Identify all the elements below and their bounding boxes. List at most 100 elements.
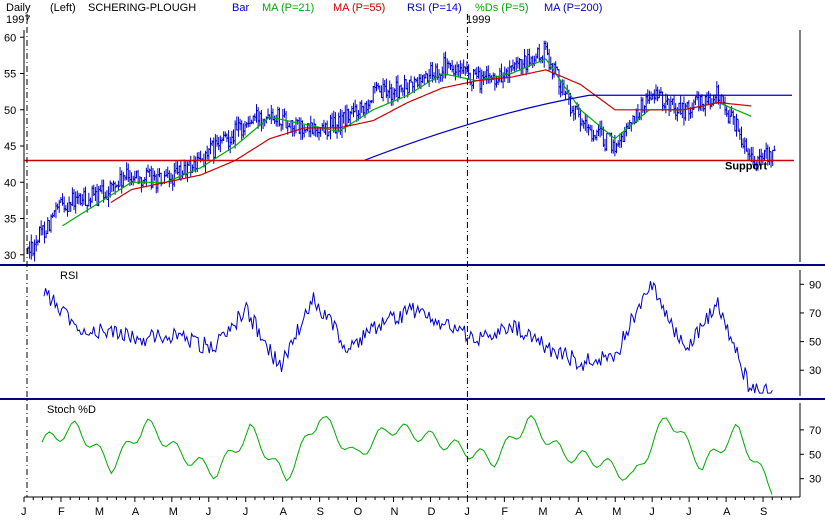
price-bar	[116, 180, 120, 191]
price-tick-label-3: 45	[4, 141, 16, 153]
price-bar	[243, 121, 247, 136]
price-bar	[534, 53, 538, 63]
price-bar	[366, 99, 370, 113]
price-bar	[158, 168, 162, 178]
price-bar	[764, 142, 768, 159]
price-bar	[659, 86, 663, 95]
x-tick-label-7: A	[280, 506, 288, 518]
price-bar	[210, 140, 214, 147]
price-bar	[156, 168, 160, 193]
price-bar	[28, 241, 32, 259]
price-bar	[126, 163, 130, 183]
x-tick-label-11: D	[427, 506, 435, 518]
price-bar	[731, 110, 735, 125]
price-bar	[483, 70, 487, 80]
price-bar	[582, 120, 586, 129]
price-bar	[169, 172, 173, 184]
price-bar	[486, 65, 490, 84]
legend-entry-1: MA (P=21)	[262, 2, 314, 14]
price-bar	[325, 120, 329, 140]
price-bar	[189, 155, 193, 177]
price-bar	[110, 182, 114, 193]
price-bar	[223, 131, 227, 138]
price-bar	[312, 118, 316, 136]
x-tick-label-20: S	[760, 506, 767, 518]
price-bar	[399, 84, 403, 93]
price-bar	[682, 96, 686, 126]
price-bar	[531, 55, 535, 68]
legend-entry-3: RSI (P=14)	[407, 2, 462, 14]
price-bar	[526, 48, 530, 73]
price-bar	[381, 78, 385, 102]
price-bar	[121, 171, 125, 189]
price-bar	[111, 180, 115, 192]
price-bar	[131, 175, 135, 186]
price-bar	[84, 186, 88, 207]
price-bar	[391, 87, 395, 106]
price-bar	[205, 145, 209, 160]
price-bar	[273, 115, 277, 124]
price-bar	[455, 61, 459, 76]
price-tick-label-0: 60	[4, 32, 16, 44]
price-bar	[172, 162, 176, 187]
price-bar	[65, 202, 69, 217]
price-bar	[470, 81, 474, 92]
rsi-tick-label-1: 70	[809, 308, 821, 320]
legend-entry-4: %Ds (P=5)	[475, 2, 529, 14]
rsi-tick-label-0: 90	[809, 279, 821, 291]
price-bar	[527, 48, 531, 67]
price-tick-label-5: 35	[4, 214, 16, 226]
x-tick-label-2: M	[95, 506, 104, 518]
price-bar	[762, 149, 766, 161]
price-bar	[120, 170, 124, 194]
price-bar	[269, 104, 273, 125]
price-bar	[748, 148, 752, 161]
price-bar	[54, 202, 58, 219]
header-scale-side: (Left)	[50, 2, 76, 14]
price-bar	[88, 197, 92, 208]
price-bar	[573, 105, 577, 120]
legend-entry-2: MA (P=55)	[333, 2, 385, 14]
price-bar	[733, 116, 737, 132]
x-tick-label-1: F	[58, 506, 65, 518]
price-bar	[255, 104, 259, 123]
price-bar	[228, 136, 232, 154]
price-bar	[598, 120, 602, 138]
price-bar	[77, 192, 81, 205]
price-bar	[542, 40, 546, 68]
rsi-tick-label-2: 50	[809, 337, 821, 349]
x-tick-label-14: M	[538, 506, 547, 518]
price-bar	[69, 201, 73, 212]
price-tick-label-6: 30	[4, 250, 16, 262]
price-bar	[665, 94, 669, 105]
price-bar	[284, 110, 288, 129]
legend: Bar MA (P=21) MA (P=55) RSI (P=14) %Ds (P=5)…	[232, 2, 602, 14]
price-bar	[743, 137, 747, 154]
price-bar	[417, 73, 421, 88]
stoch-tick-label-2: 30	[809, 474, 821, 486]
x-tick-label-8: S	[317, 506, 324, 518]
x-tick-label-16: M	[612, 506, 621, 518]
price-bar	[171, 174, 175, 191]
price-bar	[621, 132, 625, 143]
price-bar	[427, 68, 431, 87]
header-symbol: SCHERING-PLOUGH	[88, 2, 196, 14]
x-tick-label-15: A	[575, 506, 583, 518]
price-bar	[472, 68, 476, 89]
price-bar	[715, 81, 719, 104]
price-bar	[587, 124, 591, 136]
x-tick-label-19: A	[723, 506, 731, 518]
price-bar	[217, 137, 221, 151]
price-bar	[204, 150, 208, 174]
price-bar	[521, 59, 525, 76]
price-bar	[516, 56, 520, 69]
price-bar	[241, 123, 245, 138]
price-bar	[248, 115, 252, 127]
ma-21-line	[62, 58, 752, 227]
price-bar	[184, 160, 188, 178]
ma-55-line	[110, 69, 752, 204]
price-bar	[282, 108, 286, 118]
price-bar	[240, 120, 244, 141]
